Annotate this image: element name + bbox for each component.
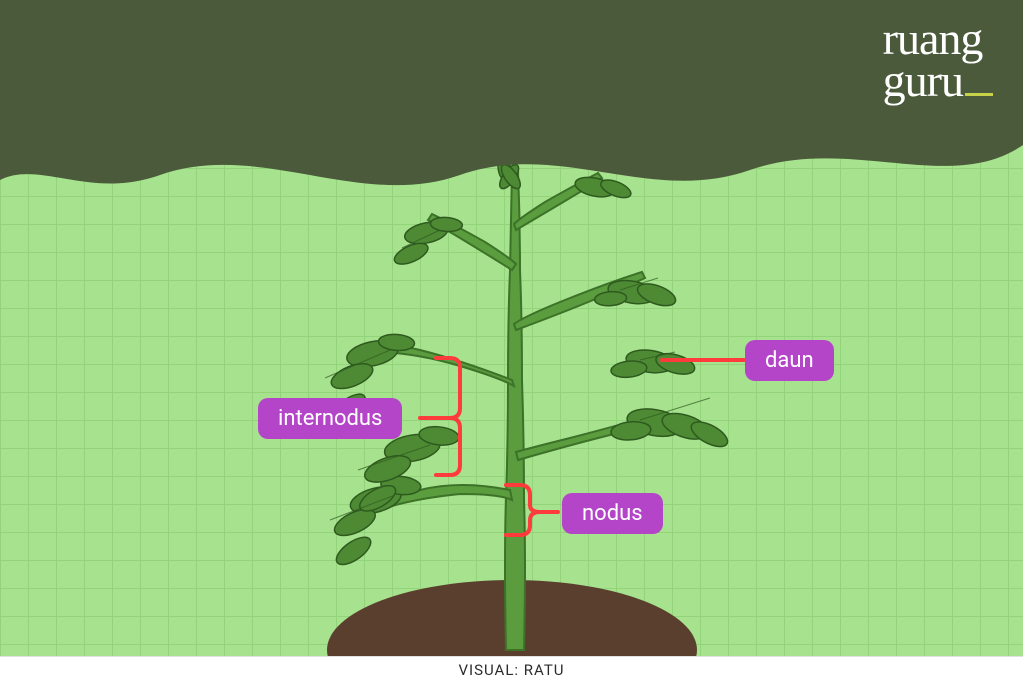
logo-line2: guru	[883, 60, 993, 102]
wave-path	[0, 0, 1023, 185]
credit-text: VISUAL: RATU	[458, 661, 564, 679]
brand-logo: ruang guru	[883, 18, 993, 103]
label-internodus: internodus	[258, 398, 402, 439]
label-nodus: nodus	[562, 493, 663, 534]
label-daun: daun	[745, 340, 834, 381]
diagram-canvas: ruang guru	[0, 0, 1023, 682]
logo-line1: ruang	[883, 18, 993, 60]
logo-underline	[965, 93, 993, 96]
credit-bar: VISUAL: RATU	[0, 656, 1023, 682]
header-wave	[0, 0, 1023, 210]
plant-stem	[505, 170, 525, 650]
